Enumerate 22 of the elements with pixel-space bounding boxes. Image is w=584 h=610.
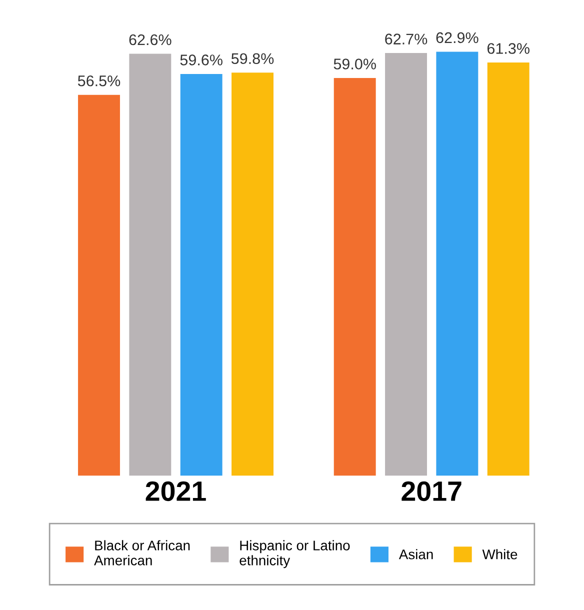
data-label: 59.6% bbox=[180, 54, 222, 66]
bar bbox=[334, 78, 376, 476]
data-label: 59.0% bbox=[334, 58, 376, 70]
bar bbox=[487, 62, 530, 476]
data-label: 62.7% bbox=[385, 34, 428, 44]
legend-label: Asian bbox=[398, 549, 433, 560]
x-tick-label: 2017 bbox=[402, 481, 462, 502]
bar bbox=[385, 53, 427, 476]
bar bbox=[78, 94, 120, 476]
legend-label: White bbox=[482, 549, 518, 560]
bar bbox=[232, 72, 274, 476]
legend-label: Black or African American bbox=[94, 540, 190, 566]
legend-label: Hispanic or Latino ethnicity bbox=[240, 540, 350, 568]
data-label: 56.5% bbox=[78, 75, 120, 86]
bar bbox=[129, 54, 172, 476]
data-label: 62.9% bbox=[436, 32, 478, 44]
data-label: 62.6% bbox=[129, 34, 172, 46]
bar bbox=[180, 74, 222, 476]
data-label: 61.3% bbox=[487, 43, 530, 54]
x-tick-label: 2021 bbox=[146, 481, 206, 502]
data-label: 59.8% bbox=[231, 53, 274, 64]
bar bbox=[436, 52, 478, 476]
